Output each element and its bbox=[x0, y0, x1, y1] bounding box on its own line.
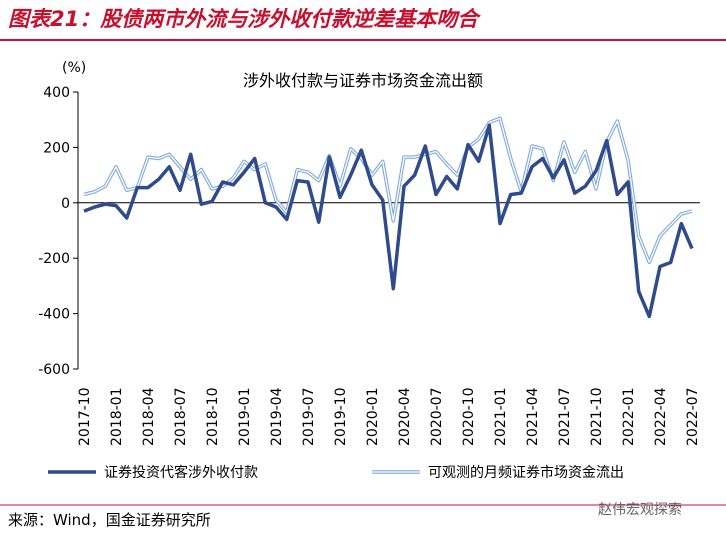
x-tick-label: 2021-07 bbox=[557, 388, 573, 447]
x-tick-label: 2018-04 bbox=[141, 387, 157, 446]
x-tick-label: 2022-07 bbox=[685, 388, 701, 447]
x-tick-label: 2020-01 bbox=[365, 388, 381, 447]
y-tick-label: -400 bbox=[38, 307, 70, 323]
x-tick-label: 2020-04 bbox=[397, 387, 413, 446]
chart-title: 涉外收付款与证券市场资金流出额 bbox=[243, 71, 483, 90]
watermark: 赵伟宏观探索 bbox=[598, 501, 682, 518]
x-tick-label: 2018-07 bbox=[173, 388, 189, 447]
legend-label: 证券投资代客涉外收付款 bbox=[104, 464, 258, 481]
x-tick-label: 2020-10 bbox=[461, 388, 477, 447]
x-tick-label: 2022-01 bbox=[621, 388, 637, 447]
x-tick-label: 2021-01 bbox=[493, 388, 509, 447]
y-tick-label: -600 bbox=[38, 362, 70, 378]
x-tick-label: 2019-01 bbox=[237, 388, 253, 447]
x-tick-label: 2019-07 bbox=[301, 388, 317, 447]
x-tick-label: 2018-10 bbox=[205, 388, 221, 447]
x-tick-label: 2021-10 bbox=[589, 388, 605, 447]
x-tick-label: 2020-07 bbox=[429, 388, 445, 447]
y-tick-label: 400 bbox=[43, 85, 70, 101]
x-tick-label: 2019-10 bbox=[333, 388, 349, 447]
x-tick-label: 2022-04 bbox=[653, 387, 669, 446]
y-tick-label: 0 bbox=[61, 196, 70, 212]
x-tick-label: 2019-04 bbox=[269, 387, 285, 446]
header: 图表21：股债两市外流与涉外收付款逆差基本吻合 bbox=[8, 7, 481, 31]
y-tick-label: -200 bbox=[38, 251, 70, 267]
legend-label: 可观测的月频证券市场资金流出 bbox=[428, 464, 624, 481]
y-tick-label: 200 bbox=[43, 140, 70, 156]
source: 来源：Wind，国金证券研究所 bbox=[8, 511, 211, 529]
series-line bbox=[83, 123, 694, 319]
x-tick-label: 2021-04 bbox=[525, 387, 541, 446]
x-tick-label: 2018-01 bbox=[109, 388, 125, 447]
x-tick-label: 2017-10 bbox=[77, 388, 93, 447]
y-axis-label: (%) bbox=[62, 60, 86, 76]
